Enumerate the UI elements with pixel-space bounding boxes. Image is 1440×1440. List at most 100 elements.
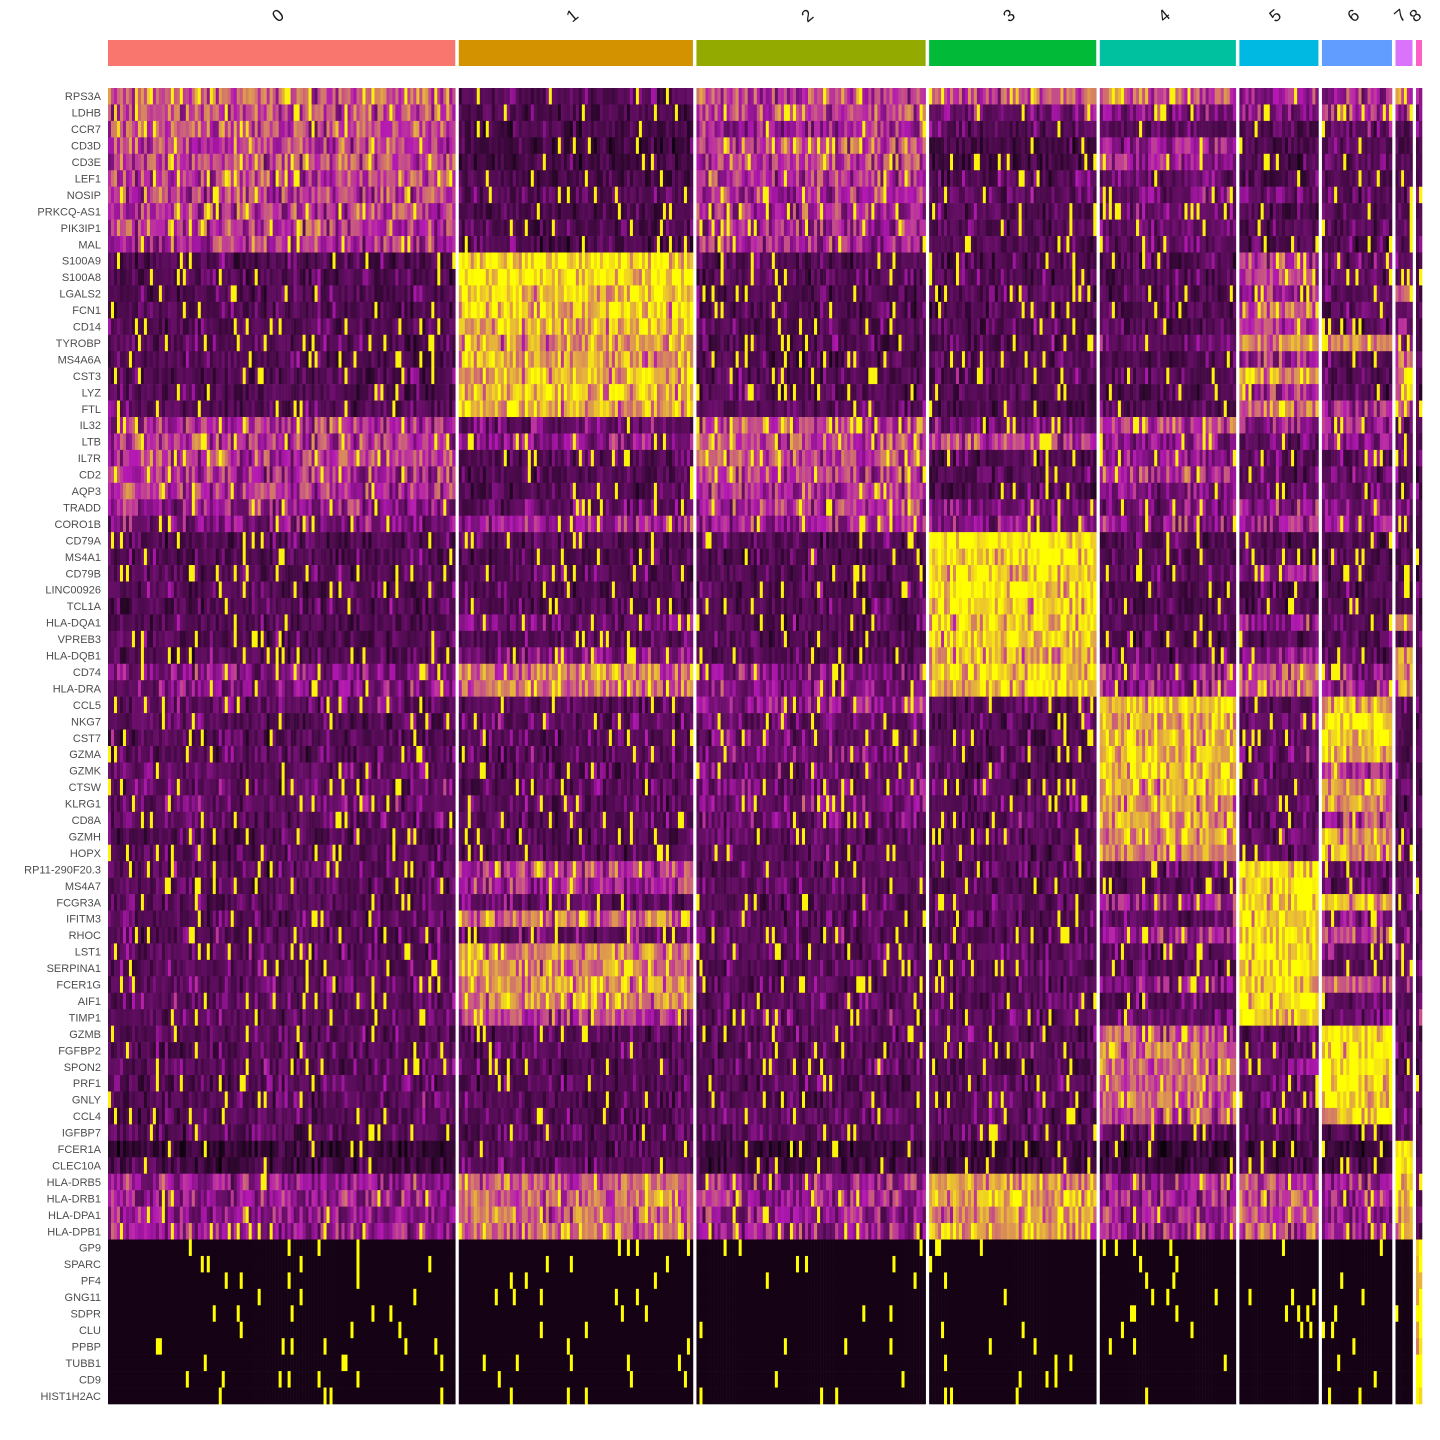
heat-cell [1346,203,1350,220]
heat-cell [233,104,238,122]
heat-cell [677,153,682,171]
heat-cell [901,104,905,122]
heat-cell [1303,252,1307,270]
heat-cell [467,236,472,253]
heat-cell [236,203,241,220]
heat-cell [395,137,399,155]
heat-cell [1090,137,1094,155]
heat-cell [1072,137,1076,155]
heat-cell [284,268,288,286]
heat-cell [916,186,920,204]
heat-cell [647,252,652,270]
heat-cell [865,153,869,171]
heat-cell [311,236,315,253]
heat-cell [1199,120,1203,138]
heat-cell [1003,153,1008,171]
heat-cell [994,170,999,187]
heat-cell [260,104,264,122]
heat-cell [938,203,942,220]
heat-cell [1063,252,1067,270]
heat-cell [524,153,529,171]
heat-cell [1208,186,1212,204]
heat-cell [371,268,375,286]
heat-cell [935,170,939,187]
heat-cell [935,153,939,171]
heat-cell [209,252,214,270]
heat-cell [146,137,151,155]
heat-cell [563,137,568,155]
heat-cell [491,153,496,171]
heat-cell [239,120,244,138]
heat-cell [991,203,996,220]
heat-cell [988,219,993,237]
heat-cell [470,268,475,286]
heat-cell [1139,104,1143,122]
heat-cell [110,252,115,270]
heat-cell [964,219,969,237]
heat-cell [735,120,739,138]
heat-cell [680,170,685,187]
heat-cell [620,88,625,105]
heat-cell [515,203,520,220]
heat-cell [1187,88,1191,105]
heat-cell [401,170,405,187]
heat-cell [1297,252,1301,270]
heat-cell [856,268,860,286]
heat-cell [473,153,478,171]
heat-cell [425,153,429,171]
heat-cell [1398,219,1402,237]
heat-cell [1355,186,1359,204]
heat-cell [1226,170,1231,187]
heat-cell [1084,236,1088,253]
heat-cell [1245,203,1249,220]
heat-cell [293,236,297,253]
heat-cell [976,153,981,171]
heat-cell [1352,219,1356,237]
heat-cell [976,120,981,138]
heat-cell [443,236,447,253]
heat-cell [473,104,478,122]
heat-cell [173,88,178,105]
heat-cell [392,236,396,253]
heat-cell [1346,153,1350,171]
heat-cell [907,203,911,220]
heat-cell [200,170,205,187]
heat-cell [689,203,694,220]
heat-cell [140,88,145,105]
heat-cell [233,203,238,220]
heat-cell [783,186,788,204]
heat-cell [143,268,148,286]
heat-cell [838,186,842,204]
heat-cell [1151,170,1155,187]
heat-cell [1254,170,1258,187]
heat-cell [569,236,574,253]
heat-cell [880,137,884,155]
heat-cell [581,104,586,122]
heat-cell [702,268,706,286]
heat-cell [434,153,438,171]
heat-cell [380,137,384,155]
heat-cell [1284,104,1289,122]
heat-cell [284,137,288,155]
heat-cell [1303,153,1307,171]
heat-cell [392,252,396,270]
heat-cell [1416,252,1420,270]
heat-cell [1205,104,1209,122]
heat-cell [296,268,300,286]
heat-cell [1416,170,1420,187]
heat-cell [680,153,685,171]
heat-cell [1208,137,1212,155]
heat-cell [1036,120,1040,138]
heat-cell [209,120,214,138]
heat-cell [1284,186,1289,204]
heat-cell [659,104,664,122]
heat-cell [398,153,402,171]
heat-cell [973,236,978,253]
heat-cell [236,170,241,187]
heat-cell [149,186,154,204]
heat-cell [347,170,351,187]
heat-cell [1229,170,1234,187]
heat-cell [500,104,505,122]
heat-cell [254,203,258,220]
heat-cell [108,236,112,253]
